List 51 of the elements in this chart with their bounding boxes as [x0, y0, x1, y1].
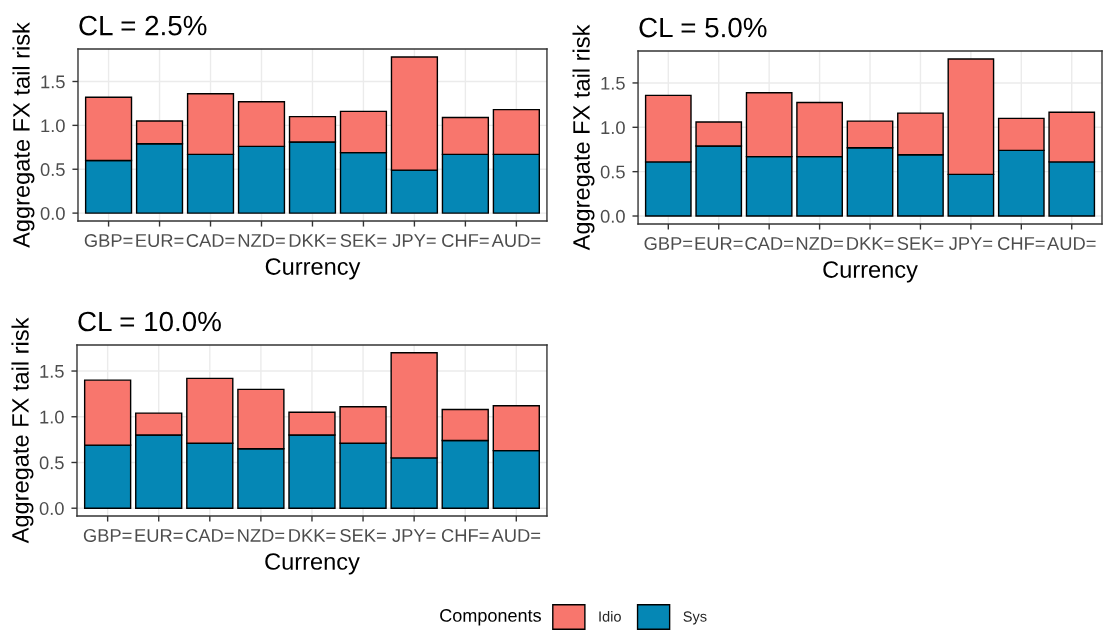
x-tick-label: DKK= [289, 529, 336, 542]
x-tick-label: CAD= [186, 528, 234, 542]
chart-title: CL = 10.0% [78, 311, 221, 332]
y-axis-title: Aggregate FX tail risk [572, 24, 595, 251]
x-axis-title: Currency [265, 553, 360, 575]
x-tick-label: CAD= [186, 233, 235, 247]
x-tick-label: EUR= [135, 529, 183, 542]
x-axis-title: Currency [823, 261, 918, 283]
x-tick-label: DKK= [847, 237, 894, 250]
x-tick-label: JPY= [392, 529, 436, 542]
x-tick-label: SEK= [340, 528, 386, 542]
x-tick-label: CHF= [441, 528, 489, 542]
x-tick-label: SEK= [340, 233, 387, 247]
x-tick-label: DKK= [289, 234, 336, 247]
y-tick-label: 0.5 [39, 456, 64, 470]
legend-label: Sys [683, 611, 707, 625]
x-tick-label: CHF= [998, 236, 1045, 250]
y-tick-label: 0.0 [39, 502, 64, 516]
y-axis-title: Aggregate FX tail risk [11, 317, 34, 544]
y-tick-label: 0.5 [40, 163, 65, 177]
x-tick-label: JPY= [949, 237, 993, 250]
x-tick-label: SEK= [897, 236, 944, 250]
x-tick-label: EUR= [695, 237, 743, 250]
y-tick-label: 1.0 [601, 121, 625, 135]
y-tick-label: 1.0 [41, 119, 65, 133]
x-tick-label: AUD= [1047, 237, 1096, 250]
x-tick-label: CAD= [745, 236, 793, 250]
y-tick-label: 1.5 [40, 365, 64, 378]
x-tick-label: AUD= [491, 234, 541, 247]
chart-title: CL = 5.0% [639, 17, 767, 38]
x-tick-label: NZD= [238, 234, 285, 247]
x-tick-label: AUD= [491, 529, 541, 542]
y-tick-label: 1.5 [41, 75, 65, 89]
y-tick-label: 0.0 [600, 209, 625, 223]
x-tick-label: GBP= [83, 528, 132, 542]
y-tick-label: 1.5 [601, 76, 625, 90]
legend-label: Idio [599, 610, 621, 622]
chart-title: CL = 2.5% [79, 15, 207, 36]
x-tick-label: EUR= [136, 234, 184, 247]
y-axis-title: Aggregate FX tail risk [12, 22, 35, 248]
x-tick-label: NZD= [238, 529, 285, 542]
y-tick-label: 0.0 [40, 206, 65, 220]
x-tick-label: GBP= [84, 233, 133, 247]
x-axis-title: Currency [265, 258, 361, 280]
x-tick-label: NZD= [796, 237, 843, 250]
x-tick-label: CHF= [442, 233, 489, 247]
x-tick-label: JPY= [392, 234, 436, 247]
x-tick-label: GBP= [644, 236, 693, 250]
y-tick-label: 1.0 [40, 410, 64, 424]
legend-title: Components [440, 609, 541, 626]
y-tick-label: 0.5 [600, 165, 625, 179]
